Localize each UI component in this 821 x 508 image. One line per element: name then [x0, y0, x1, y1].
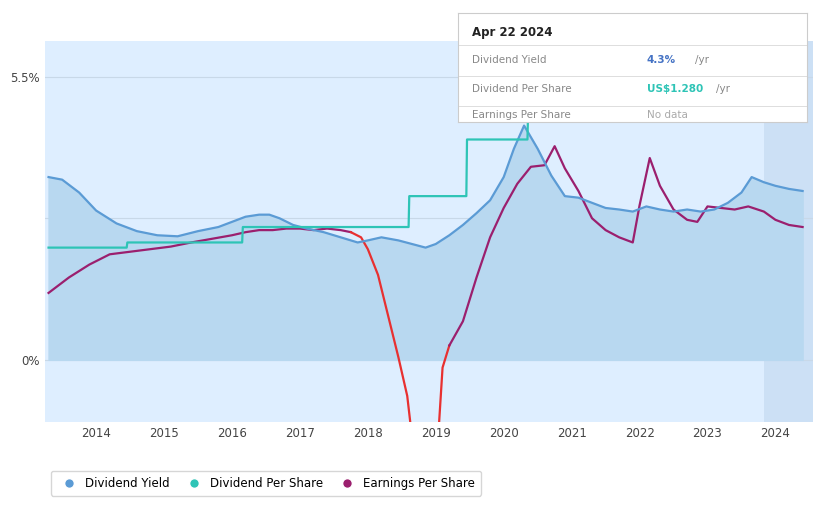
Text: Earnings Per Share: Earnings Per Share [472, 110, 571, 120]
Text: US$1.280: US$1.280 [647, 84, 703, 94]
Text: 4.3%: 4.3% [647, 55, 676, 65]
Text: Dividend Per Share: Dividend Per Share [472, 84, 571, 94]
Legend: Dividend Yield, Dividend Per Share, Earnings Per Share: Dividend Yield, Dividend Per Share, Earn… [51, 471, 481, 496]
Text: Dividend Yield: Dividend Yield [472, 55, 547, 65]
Text: /yr: /yr [717, 84, 731, 94]
Text: No data: No data [647, 110, 687, 120]
Text: Past: Past [768, 84, 792, 98]
Bar [764, 41, 813, 422]
Text: Apr 22 2024: Apr 22 2024 [472, 26, 553, 39]
Text: /yr: /yr [695, 55, 709, 65]
